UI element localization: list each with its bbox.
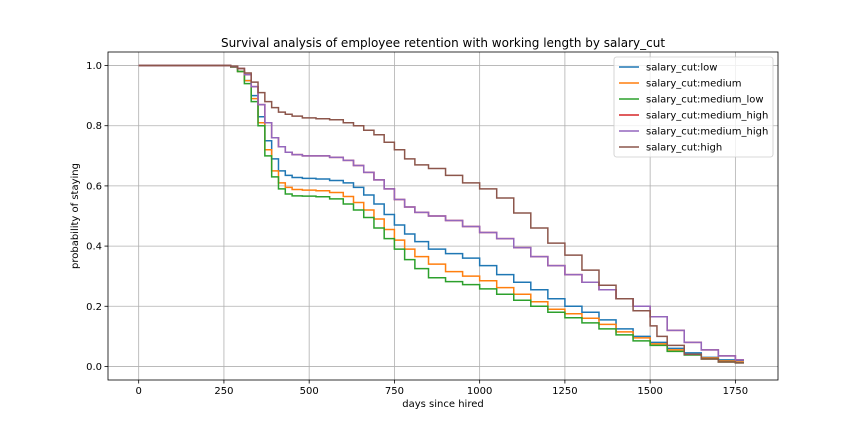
x-tick-label: 750	[385, 386, 404, 397]
x-axis-label: days since hired	[402, 399, 483, 410]
x-tick-label: 500	[300, 386, 319, 397]
legend-label-3: salary_cut:medium_high	[646, 111, 768, 122]
y-axis-label: probability of staying	[70, 163, 81, 269]
x-tick-label: 1000	[467, 386, 492, 397]
legend-label-2: salary_cut:medium_low	[646, 95, 764, 106]
legend: salary_cut:low salary_cut:medium salary_cu…	[613, 56, 774, 158]
legend-box	[613, 56, 774, 158]
y-tick-label: 0.2	[86, 302, 102, 313]
y-tick-label: 1.0	[86, 61, 102, 72]
x-tick-label: 0	[135, 386, 141, 397]
legend-label-1: salary_cut:medium	[646, 79, 742, 90]
x-tick-label: 1500	[637, 386, 662, 397]
x-tick-label: 1750	[723, 386, 748, 397]
y-tick-label: 0.4	[86, 242, 102, 253]
x-tick-label: 250	[214, 386, 233, 397]
legend-label-0: salary_cut:low	[646, 63, 717, 74]
x-tick-label: 1250	[552, 386, 577, 397]
series-line-2	[138, 64, 744, 364]
axis-ticks: 0 250 500 750 1000 1250 1500 1750 0.0 0.2 0.4 0.6 0.…	[86, 61, 748, 397]
chart-title: Survival analysis of employee retention …	[221, 36, 665, 50]
y-tick-label: 0.0	[86, 362, 102, 373]
y-tick-label: 0.8	[86, 121, 102, 132]
series-line-5	[138, 64, 744, 364]
legend-label-4: salary_cut:medium_high	[646, 127, 768, 138]
y-tick-label: 0.6	[86, 181, 102, 192]
plot-frame	[107, 51, 779, 381]
legend-label-5: salary_cut:high	[646, 143, 722, 154]
survival-curves	[138, 64, 744, 364]
